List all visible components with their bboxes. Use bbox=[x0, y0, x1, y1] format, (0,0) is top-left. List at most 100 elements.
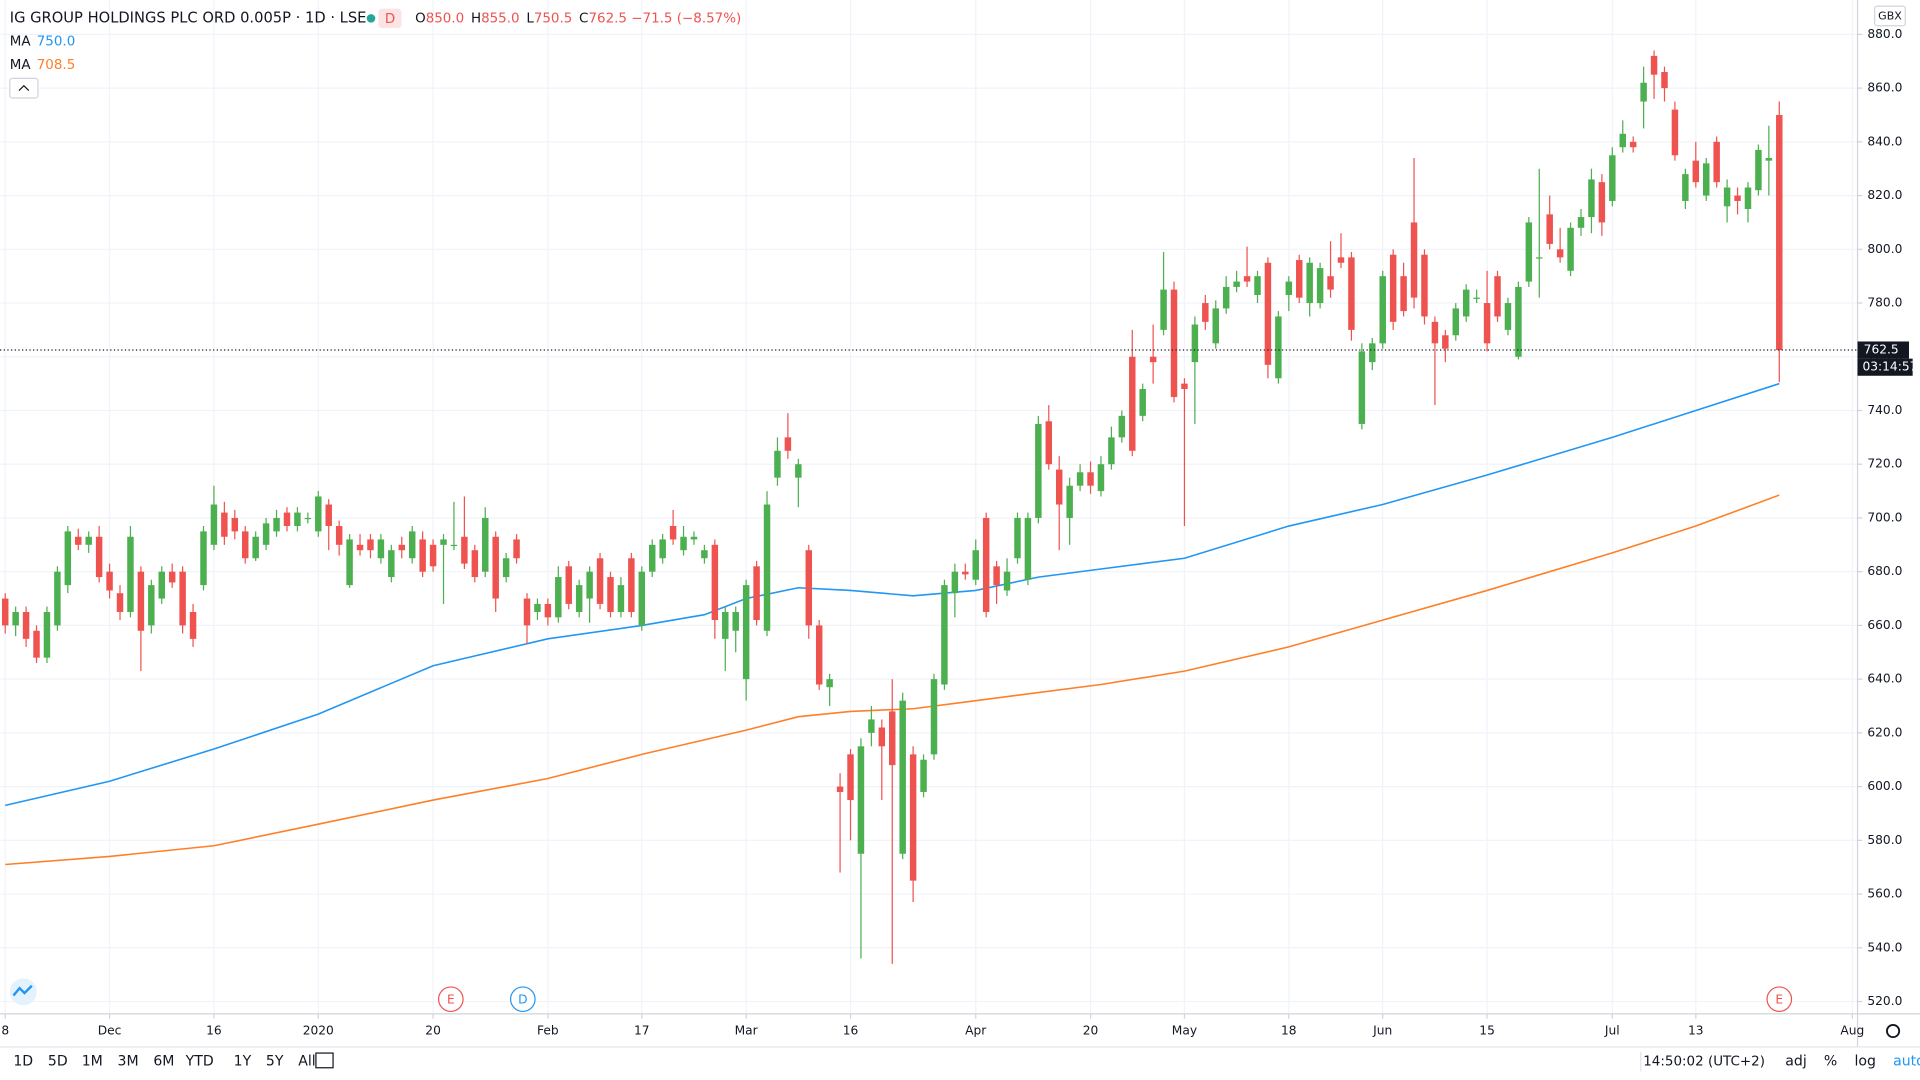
ma-legend-name: MA bbox=[10, 58, 32, 73]
candle-body bbox=[544, 603, 552, 618]
candle-body bbox=[836, 786, 844, 792]
candle-body bbox=[1389, 254, 1397, 322]
range-button[interactable]: 3M bbox=[118, 1054, 139, 1070]
range-button[interactable]: 5Y bbox=[266, 1054, 284, 1070]
option-button[interactable]: adj bbox=[1785, 1054, 1806, 1070]
candle-body bbox=[1515, 286, 1522, 357]
candle-body bbox=[648, 544, 656, 572]
x-tick-label: 17 bbox=[634, 1024, 650, 1038]
settings-icon[interactable] bbox=[1886, 1023, 1901, 1039]
candle-body bbox=[774, 450, 781, 478]
candle-body bbox=[1160, 289, 1167, 330]
candle-body bbox=[1108, 437, 1115, 465]
candle-body bbox=[127, 536, 134, 612]
candle-body bbox=[408, 531, 416, 559]
candle-body bbox=[1629, 141, 1637, 148]
candle-body bbox=[1577, 217, 1585, 228]
x-tick-label: 13 bbox=[1688, 1024, 1704, 1038]
legend-value: −71.5 (−8.57%) bbox=[631, 11, 741, 26]
candle-body bbox=[1431, 321, 1439, 344]
candle-body bbox=[471, 550, 479, 578]
collapse-button[interactable] bbox=[9, 77, 39, 99]
candle-body bbox=[711, 544, 719, 621]
candle-body bbox=[857, 746, 865, 854]
x-tick-label: Mar bbox=[735, 1024, 759, 1038]
y-tick-label: 780.0 bbox=[1867, 296, 1902, 310]
candle-body bbox=[1202, 303, 1209, 322]
countdown-box bbox=[1857, 358, 1913, 376]
candle-body bbox=[356, 544, 364, 551]
badge-box bbox=[378, 8, 402, 29]
candle-body bbox=[628, 558, 635, 612]
option-button[interactable]: log bbox=[1854, 1054, 1875, 1070]
range-button[interactable]: 1D bbox=[13, 1054, 33, 1070]
candle-body bbox=[920, 759, 927, 792]
candle-body bbox=[1776, 114, 1783, 351]
candle-body bbox=[1536, 257, 1543, 259]
candle-body bbox=[1296, 260, 1303, 298]
candle-body bbox=[1066, 485, 1073, 518]
logo-icon bbox=[12, 984, 33, 997]
date-range-icon[interactable] bbox=[315, 1052, 334, 1069]
candle-body bbox=[638, 571, 646, 626]
x-tick-label: Dec bbox=[98, 1024, 122, 1038]
range-button[interactable]: 5D bbox=[48, 1054, 68, 1070]
candle-body bbox=[1504, 303, 1512, 330]
candle-body bbox=[1525, 222, 1533, 282]
range-button[interactable]: 1Y bbox=[234, 1054, 252, 1070]
candle-body bbox=[1421, 254, 1428, 317]
ohlc-legend: O850.0 H855.0 L750.5 C762.5 −71.5 (−8.57… bbox=[415, 11, 741, 26]
candle-body bbox=[941, 585, 948, 685]
candle-body bbox=[64, 531, 72, 586]
candle-body bbox=[388, 550, 395, 578]
plot-area bbox=[0, 0, 1858, 1014]
range-button[interactable]: 1M bbox=[82, 1054, 103, 1070]
x-tick-label: 16 bbox=[206, 1024, 222, 1038]
candle-body bbox=[909, 754, 917, 881]
legend-key: O bbox=[415, 11, 426, 26]
candle-body bbox=[1275, 316, 1282, 379]
y-tick-label: 540.0 bbox=[1867, 940, 1902, 954]
candle-body bbox=[429, 544, 437, 567]
y-tick-label: 840.0 bbox=[1867, 134, 1902, 148]
option-button[interactable]: auto bbox=[1893, 1054, 1920, 1070]
candle-body bbox=[1097, 464, 1105, 492]
candle-body bbox=[795, 464, 802, 478]
candle-body bbox=[1139, 389, 1146, 416]
candle-body bbox=[1348, 257, 1355, 330]
candle-body bbox=[1243, 276, 1251, 282]
candle-body bbox=[1661, 71, 1668, 89]
option-button[interactable]: % bbox=[1824, 1054, 1837, 1070]
candle-body bbox=[482, 517, 489, 572]
candle-body bbox=[878, 727, 886, 747]
y-tick-label: 640.0 bbox=[1867, 672, 1902, 686]
candle-body bbox=[523, 598, 531, 626]
candle-body bbox=[826, 679, 833, 688]
candle-body bbox=[450, 544, 458, 547]
candle-body bbox=[1233, 281, 1240, 287]
candle-body bbox=[315, 496, 322, 532]
price-label-box bbox=[1857, 341, 1909, 359]
event-marker bbox=[509, 986, 536, 1013]
x-tick-label: 20 bbox=[1083, 1024, 1099, 1038]
candle-body bbox=[1254, 276, 1261, 295]
price-label: 762.5 bbox=[1864, 343, 1899, 357]
candle-body bbox=[951, 571, 959, 594]
candle-body bbox=[200, 531, 207, 586]
range-button[interactable]: All bbox=[298, 1054, 315, 1070]
y-tick-label: 580.0 bbox=[1867, 833, 1902, 847]
y-tick-label: 600.0 bbox=[1867, 779, 1902, 793]
legend-key: C bbox=[579, 11, 588, 26]
candle-body bbox=[805, 550, 813, 626]
candle-body bbox=[930, 679, 938, 755]
candle-body bbox=[335, 526, 343, 545]
y-tick-label: 820.0 bbox=[1867, 188, 1902, 202]
x-tick-label: 15 bbox=[1479, 1024, 1495, 1038]
event-label: E bbox=[1775, 992, 1783, 1006]
range-button[interactable]: 6M bbox=[153, 1054, 174, 1070]
x-tick-label: 2020 bbox=[303, 1024, 334, 1038]
candle-body bbox=[189, 611, 197, 639]
range-button[interactable]: YTD bbox=[185, 1054, 214, 1070]
candle-body bbox=[242, 531, 249, 559]
